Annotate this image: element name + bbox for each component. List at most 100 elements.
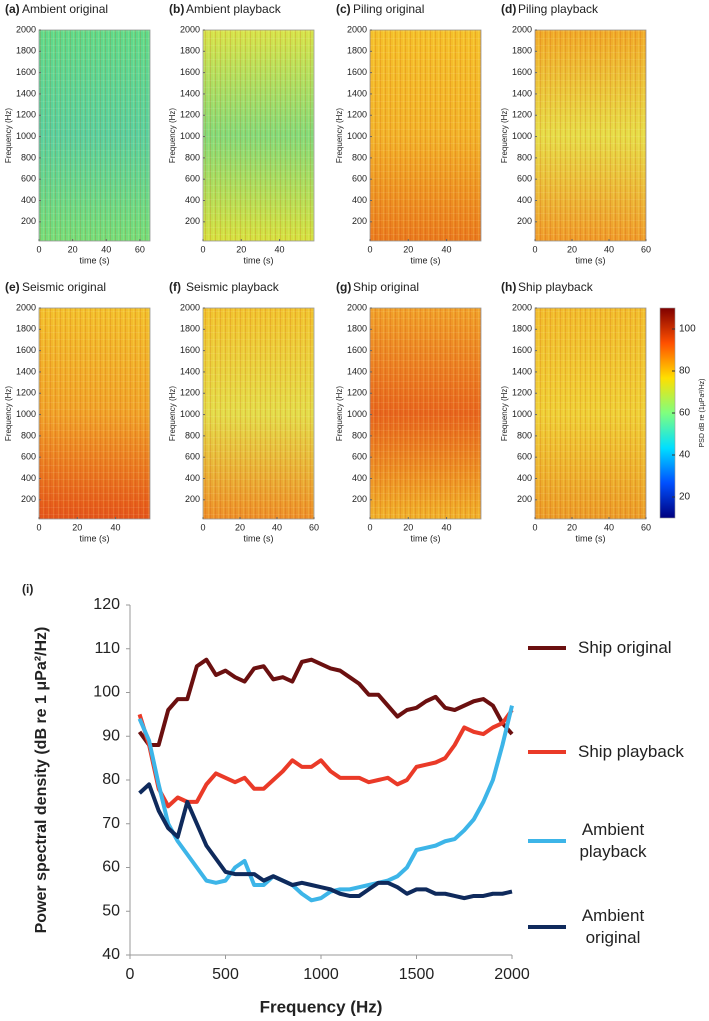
y-tick-label: 800 xyxy=(352,152,367,162)
y-tick-label: 800 xyxy=(185,152,200,162)
y-tick-label: 600 xyxy=(21,452,36,462)
panel-label: (f) xyxy=(169,280,181,294)
plot-frame xyxy=(369,29,482,242)
x-tick-label: 0 xyxy=(126,966,135,983)
x-tick-label: 40 xyxy=(101,244,111,254)
y-tick-label: 70 xyxy=(102,815,120,832)
panel-title: Piling original xyxy=(353,2,424,16)
legend-label: Ship playback xyxy=(578,742,684,761)
y-tick-label: 1600 xyxy=(512,345,532,355)
y-tick-label: 600 xyxy=(352,452,367,462)
y-tick-label: 1200 xyxy=(512,388,532,398)
x-tick-label: 2000 xyxy=(494,966,530,983)
plot-frame xyxy=(534,307,647,520)
spectrogram-texture xyxy=(39,308,150,519)
y-axis-label: Power spectral density (dB re 1 μPa²/Hz) xyxy=(33,627,50,934)
x-tick-label: 40 xyxy=(442,522,452,532)
y-tick-label: 2000 xyxy=(16,24,36,34)
line-series xyxy=(137,708,514,809)
y-tick-label: 1000 xyxy=(16,131,36,141)
y-tick-label: 800 xyxy=(352,430,367,440)
x-axis-label: time (s) xyxy=(80,533,110,543)
x-tick-label: 0 xyxy=(532,244,537,254)
y-tick-label: 50 xyxy=(102,902,120,919)
y-tick-label: 1600 xyxy=(512,67,532,77)
y-tick-label: 800 xyxy=(21,430,36,440)
y-tick-label: 1200 xyxy=(180,388,200,398)
spectrogram-texture xyxy=(370,308,481,519)
colorbar-tick-label: 80 xyxy=(679,366,691,377)
y-tick-label: 1400 xyxy=(16,88,36,98)
y-tick-label: 200 xyxy=(21,216,36,226)
x-axis-label: Frequency (Hz) xyxy=(260,997,383,1016)
colorbar-tick-label: 60 xyxy=(679,408,691,419)
x-tick-label: 60 xyxy=(309,522,319,532)
y-tick-label: 400 xyxy=(185,473,200,483)
spectrogram-texture xyxy=(203,30,314,241)
y-tick-label: 1400 xyxy=(16,366,36,376)
x-tick-label: 20 xyxy=(403,244,413,254)
y-tick-label: 1400 xyxy=(512,88,532,98)
legend-label: Ambient original xyxy=(581,906,645,947)
x-tick-label: 40 xyxy=(272,522,282,532)
x-tick-label: 60 xyxy=(641,244,651,254)
panel-label: (b) xyxy=(169,2,184,16)
plot-frame xyxy=(202,29,315,242)
y-tick-label: 2000 xyxy=(16,302,36,312)
y-tick-label: 1600 xyxy=(347,345,367,355)
y-tick-label: 400 xyxy=(21,473,36,483)
panel-label: (i) xyxy=(22,582,33,596)
line-series xyxy=(137,705,514,903)
panel-label: (c) xyxy=(336,2,351,16)
y-tick-label: 1000 xyxy=(512,131,532,141)
x-tick-label: 20 xyxy=(236,244,246,254)
y-tick-label: 600 xyxy=(517,174,532,184)
y-tick-label: 1000 xyxy=(347,409,367,419)
y-tick-label: 600 xyxy=(21,174,36,184)
spectrogram-texture xyxy=(535,30,646,241)
x-axis-label: time (s) xyxy=(411,533,441,543)
x-tick-label: 0 xyxy=(36,244,41,254)
y-tick-label: 1200 xyxy=(347,388,367,398)
y-tick-label: 40 xyxy=(102,946,120,963)
colorbar-tick-label: 40 xyxy=(679,450,691,461)
y-tick-label: 1800 xyxy=(512,46,532,56)
y-tick-label: 1600 xyxy=(180,345,200,355)
y-tick-label: 80 xyxy=(102,771,120,788)
x-tick-label: 40 xyxy=(275,244,285,254)
y-tick-label: 1400 xyxy=(180,366,200,376)
y-tick-label: 2000 xyxy=(512,24,532,34)
panel-title: Ship original xyxy=(353,280,419,294)
y-tick-label: 200 xyxy=(352,216,367,226)
x-tick-label: 40 xyxy=(604,244,614,254)
y-tick-label: 1800 xyxy=(347,324,367,334)
panel-label: (h) xyxy=(501,280,516,294)
y-tick-label: 2000 xyxy=(180,302,200,312)
spectrogram-texture xyxy=(370,30,481,241)
x-tick-label: 20 xyxy=(235,522,245,532)
y-axis-label: Frequency (Hz) xyxy=(168,108,177,163)
y-tick-label: 200 xyxy=(21,494,36,504)
y-tick-label: 1200 xyxy=(16,388,36,398)
plot-frame xyxy=(369,307,482,520)
x-tick-label: 0 xyxy=(532,522,537,532)
y-tick-label: 400 xyxy=(517,473,532,483)
x-axis-label: time (s) xyxy=(576,255,606,265)
y-tick-label: 1800 xyxy=(347,46,367,56)
y-tick-label: 2000 xyxy=(512,302,532,312)
y-tick-label: 1200 xyxy=(180,110,200,120)
plot-frame xyxy=(38,29,151,242)
x-axis-label: time (s) xyxy=(576,533,606,543)
plot-frame xyxy=(534,29,647,242)
y-tick-label: 600 xyxy=(352,174,367,184)
y-tick-label: 1000 xyxy=(180,409,200,419)
plot-frame xyxy=(202,307,315,520)
x-axis-label: time (s) xyxy=(80,255,110,265)
x-tick-label: 500 xyxy=(212,966,239,983)
legend-label: Ambient playback xyxy=(579,820,647,861)
y-tick-label: 200 xyxy=(517,494,532,504)
y-tick-label: 1800 xyxy=(512,324,532,334)
y-tick-label: 1800 xyxy=(16,324,36,334)
y-axis-label: Frequency (Hz) xyxy=(4,108,13,163)
x-tick-label: 40 xyxy=(604,522,614,532)
